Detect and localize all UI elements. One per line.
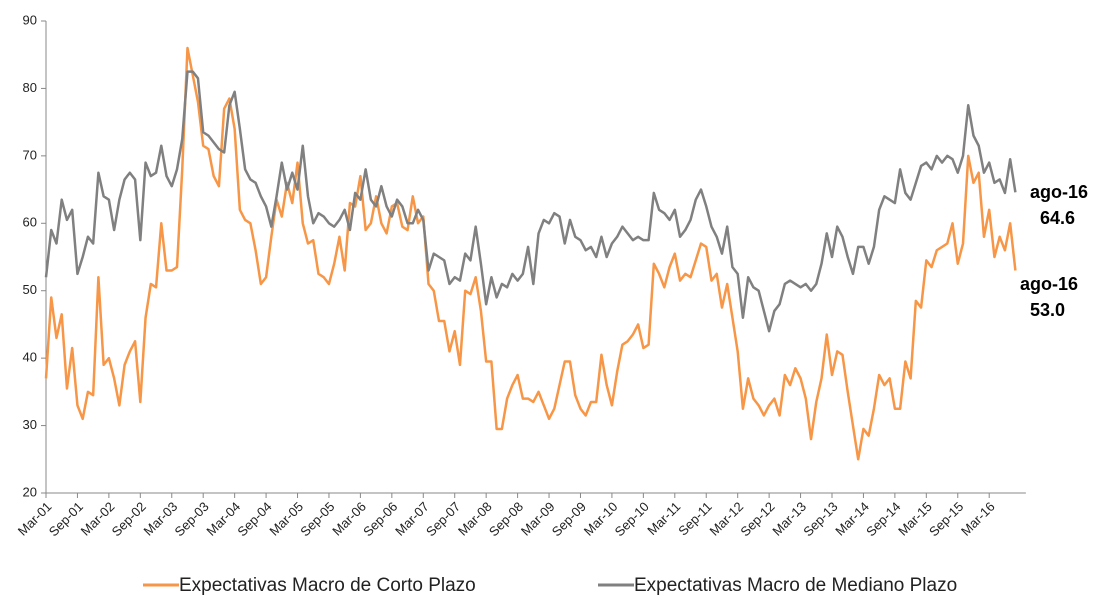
x-tick-label: Sep-15 (926, 499, 966, 539)
x-tick-label: Sep-05 (297, 499, 337, 539)
end-value-label: 64.6 (1040, 208, 1075, 228)
y-tick-label: 80 (23, 80, 37, 95)
x-tick-label: Sep-10 (612, 499, 652, 539)
y-tick-label: 90 (23, 12, 37, 27)
x-tick-label: Sep-09 (549, 499, 589, 539)
x-tick-label: Sep-02 (109, 499, 149, 539)
x-tick-label: Sep-12 (737, 499, 777, 539)
y-tick-label: 30 (23, 417, 37, 432)
x-tick-label: Sep-06 (360, 499, 400, 539)
legend-label: Expectativas Macro de Corto Plazo (179, 575, 476, 596)
x-tick-label: Sep-14 (863, 499, 903, 539)
legend-label: Expectativas Macro de Mediano Plazo (634, 575, 957, 596)
x-tick-label: Sep-08 (486, 499, 526, 539)
x-tick-label: Sep-07 (423, 499, 463, 539)
y-tick-label: 50 (23, 282, 37, 297)
x-tick-label: Sep-01 (46, 499, 86, 539)
x-tick-label: Sep-03 (172, 499, 212, 539)
y-tick-label: 70 (23, 147, 37, 162)
end-category: ago-16 (1030, 182, 1088, 202)
end-category: ago-16 (1020, 274, 1078, 294)
x-tick-label: Sep-04 (234, 499, 274, 539)
x-tick-label: Sep-13 (800, 499, 840, 539)
x-tick-label: Mar-16 (958, 499, 998, 539)
end-value-label: 53.0 (1030, 300, 1065, 320)
x-tick-label: Mar-11 (644, 499, 683, 538)
x-tick-label: Sep-11 (675, 499, 715, 539)
y-tick-label: 40 (23, 350, 37, 365)
y-tick-label: 20 (23, 484, 37, 499)
series-line (44, 70, 1017, 333)
series-line (44, 46, 1017, 461)
y-tick-label: 60 (23, 215, 37, 230)
